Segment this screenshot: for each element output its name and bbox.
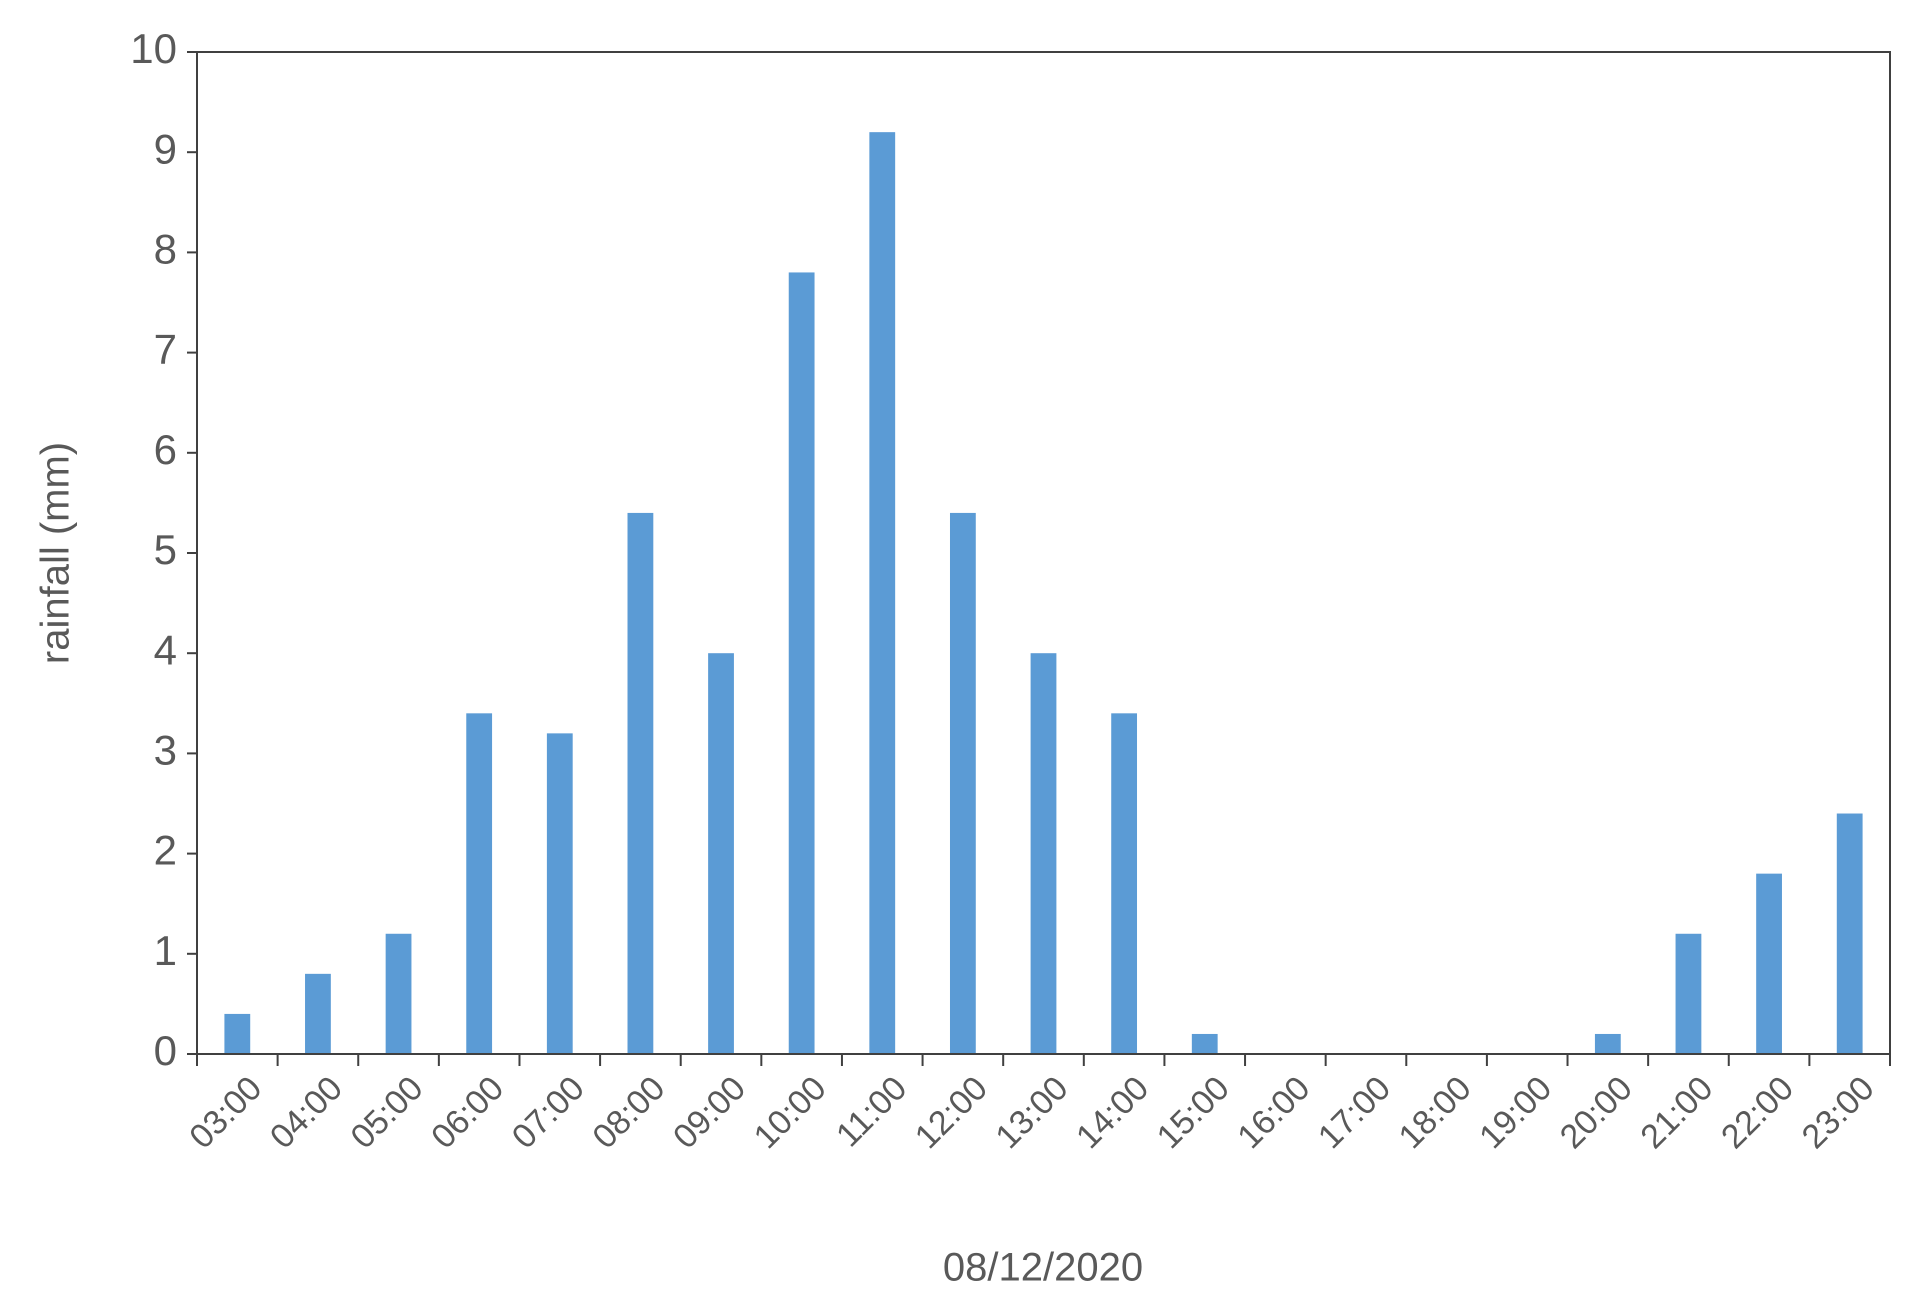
x-tick-label: 15:00 xyxy=(1150,1069,1237,1156)
bar xyxy=(385,933,412,1054)
bar xyxy=(1191,1033,1218,1054)
bar xyxy=(305,973,331,1054)
bar xyxy=(1675,933,1702,1054)
y-tick-label: 1 xyxy=(154,927,177,974)
x-tick-label: 23:00 xyxy=(1795,1069,1882,1156)
x-tick-label: 11:00 xyxy=(829,1069,914,1154)
bar xyxy=(1836,813,1863,1054)
x-tick-label: 16:00 xyxy=(1230,1069,1317,1156)
bar xyxy=(869,132,896,1054)
bar xyxy=(788,272,815,1054)
x-tick-label: 06:00 xyxy=(424,1069,511,1156)
x-tick-label: 19:00 xyxy=(1472,1069,1559,1156)
bar xyxy=(708,653,734,1054)
y-tick-label: 5 xyxy=(154,526,177,573)
bar xyxy=(224,1013,251,1054)
x-tick-label: 14:00 xyxy=(1069,1069,1156,1156)
x-tick-label: 03:00 xyxy=(182,1069,269,1156)
x-tick-label: 04:00 xyxy=(263,1069,350,1156)
y-tick-label: 0 xyxy=(154,1027,177,1074)
x-tick-label: 17:00 xyxy=(1311,1069,1398,1156)
y-tick-label: 3 xyxy=(154,726,177,773)
y-tick-label: 2 xyxy=(154,827,177,874)
y-tick-label: 7 xyxy=(154,326,177,373)
bar xyxy=(546,733,573,1054)
x-tick-label: 10:00 xyxy=(747,1069,834,1156)
x-tick-label: 18:00 xyxy=(1392,1069,1479,1156)
bar xyxy=(1030,653,1057,1054)
x-tick-label: 22:00 xyxy=(1714,1069,1801,1156)
x-tick-label: 12:00 xyxy=(908,1069,995,1156)
x-tick-label: 20:00 xyxy=(1553,1069,1640,1156)
y-tick-label: 4 xyxy=(154,626,177,673)
y-tick-label: 6 xyxy=(154,426,177,473)
bar xyxy=(466,713,493,1054)
x-tick-label: 09:00 xyxy=(666,1069,753,1156)
x-tick-label: 08:00 xyxy=(585,1069,672,1156)
x-tick-label: 07:00 xyxy=(505,1069,592,1156)
y-tick-label: 9 xyxy=(154,125,177,172)
bar xyxy=(949,512,976,1054)
x-tick-label: 21:00 xyxy=(1633,1069,1720,1156)
x-tick-label: 05:00 xyxy=(344,1069,431,1156)
x-axis-label: 08/12/2020 xyxy=(943,1246,1143,1290)
x-tick-label: 13:00 xyxy=(988,1069,1075,1156)
bar xyxy=(1111,713,1138,1054)
bar xyxy=(1756,873,1782,1054)
y-axis-label: rainfall (mm) xyxy=(34,442,78,664)
bar xyxy=(627,512,654,1054)
y-tick-label: 10 xyxy=(130,25,177,72)
y-tick-label: 8 xyxy=(154,225,177,272)
bar xyxy=(1594,1033,1621,1054)
